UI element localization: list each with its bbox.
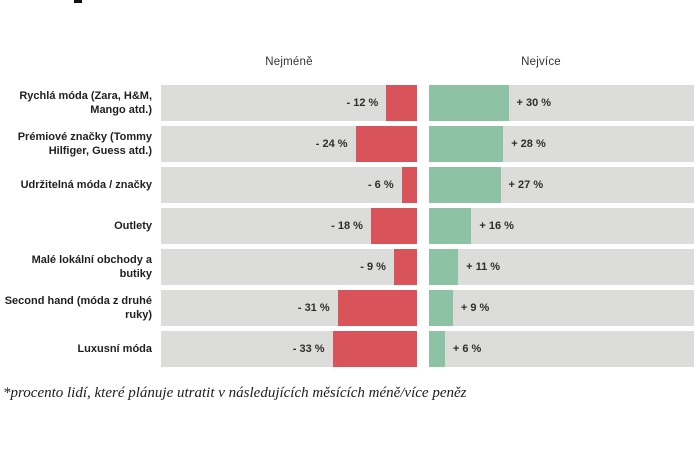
most-value-label: + 30 % (516, 97, 552, 109)
footnote: *procento lidí, které plánuje utratit v … (3, 385, 467, 401)
most-bar (429, 167, 501, 203)
most-value-label: + 11 % (466, 261, 501, 273)
chart-row: Luxusní móda - 33 % + 6 % (0, 331, 694, 367)
panel-gap (417, 249, 429, 285)
category-label: Outlety (114, 219, 152, 232)
column-header-least: Nejméně (265, 56, 313, 68)
category-label: Luxusní móda (77, 342, 152, 355)
least-value-label: - 31 % (297, 302, 330, 314)
least-bar (370, 208, 417, 244)
least-bar-track: - 12 % (161, 85, 417, 121)
least-bar (355, 126, 417, 162)
most-value-label: + 28 % (511, 138, 546, 150)
most-value-label: + 6 % (452, 343, 482, 355)
least-value-label: - 33 % (292, 343, 325, 355)
category-label: Malé lokální obchody a butiky (31, 253, 152, 280)
chart-row: Outlety - 18 % + 16 % (0, 208, 694, 244)
least-value-label: - 24 % (315, 138, 348, 150)
most-bar-track: + 11 % (429, 249, 694, 285)
panel-gap (417, 126, 429, 162)
chart-row: Rychlá móda (Zara, H&M, Mango atd.) - 12 … (0, 85, 694, 121)
panel-gap (417, 85, 429, 121)
most-bar (429, 249, 459, 285)
most-value-label: + 27 % (508, 179, 544, 191)
panel-gap (417, 208, 429, 244)
chart-row: Prémiové značky (Tommy Hilfiger, Guess a… (0, 126, 694, 162)
diverging-bar-chart: Rychlá móda (Zara, H&M, Mango atd.) - 12 … (0, 85, 694, 372)
most-bar (429, 208, 472, 244)
most-bar-track: + 30 % (429, 85, 694, 121)
least-bar (386, 85, 417, 121)
most-value-label: + 16 % (479, 220, 514, 232)
column-header-most: Nejvíce (521, 56, 561, 68)
panel-gap (417, 331, 429, 367)
least-bar-track: - 33 % (161, 331, 417, 367)
most-bar-track: + 9 % (429, 290, 694, 326)
least-value-label: - 18 % (331, 220, 363, 232)
least-bar-track: - 24 % (161, 126, 417, 162)
most-bar-track: + 28 % (429, 126, 694, 162)
least-bar-track: - 31 % (161, 290, 417, 326)
most-bar-track: + 27 % (429, 167, 694, 203)
least-bar (401, 167, 417, 203)
chart-row: Udržitelná móda / značky - 6 % + 27 % (0, 167, 694, 203)
least-bar-track: - 6 % (161, 167, 417, 203)
least-bar (337, 290, 417, 326)
least-bar-track: - 9 % (161, 249, 417, 285)
least-bar (393, 249, 417, 285)
most-value-label: + 9 % (460, 302, 490, 314)
least-bar (332, 331, 417, 367)
least-value-label: - 9 % (360, 261, 386, 273)
most-bar (429, 331, 445, 367)
chart-row: Second hand (móda z druhé ruky) - 31 % + 9… (0, 290, 694, 326)
panel-gap (417, 290, 429, 326)
category-label: Udržitelná móda / značky (20, 178, 152, 191)
most-bar-track: + 6 % (429, 331, 694, 367)
most-bar (429, 126, 504, 162)
most-bar (429, 85, 509, 121)
cropped-title-fragment (74, 0, 82, 3)
least-bar-track: - 18 % (161, 208, 417, 244)
chart-row: Malé lokální obchody a butiky - 9 % + 11 % (0, 249, 694, 285)
panel-gap (417, 167, 429, 203)
category-label: Rychlá móda (Zara, H&M, Mango atd.) (19, 89, 152, 116)
least-value-label: - 6 % (367, 179, 394, 191)
most-bar-track: + 16 % (429, 208, 694, 244)
category-label: Second hand (móda z druhé ruky) (4, 294, 152, 321)
category-label: Prémiové značky (Tommy Hilfiger, Guess a… (17, 130, 152, 157)
most-bar (429, 290, 453, 326)
least-value-label: - 12 % (346, 97, 379, 109)
